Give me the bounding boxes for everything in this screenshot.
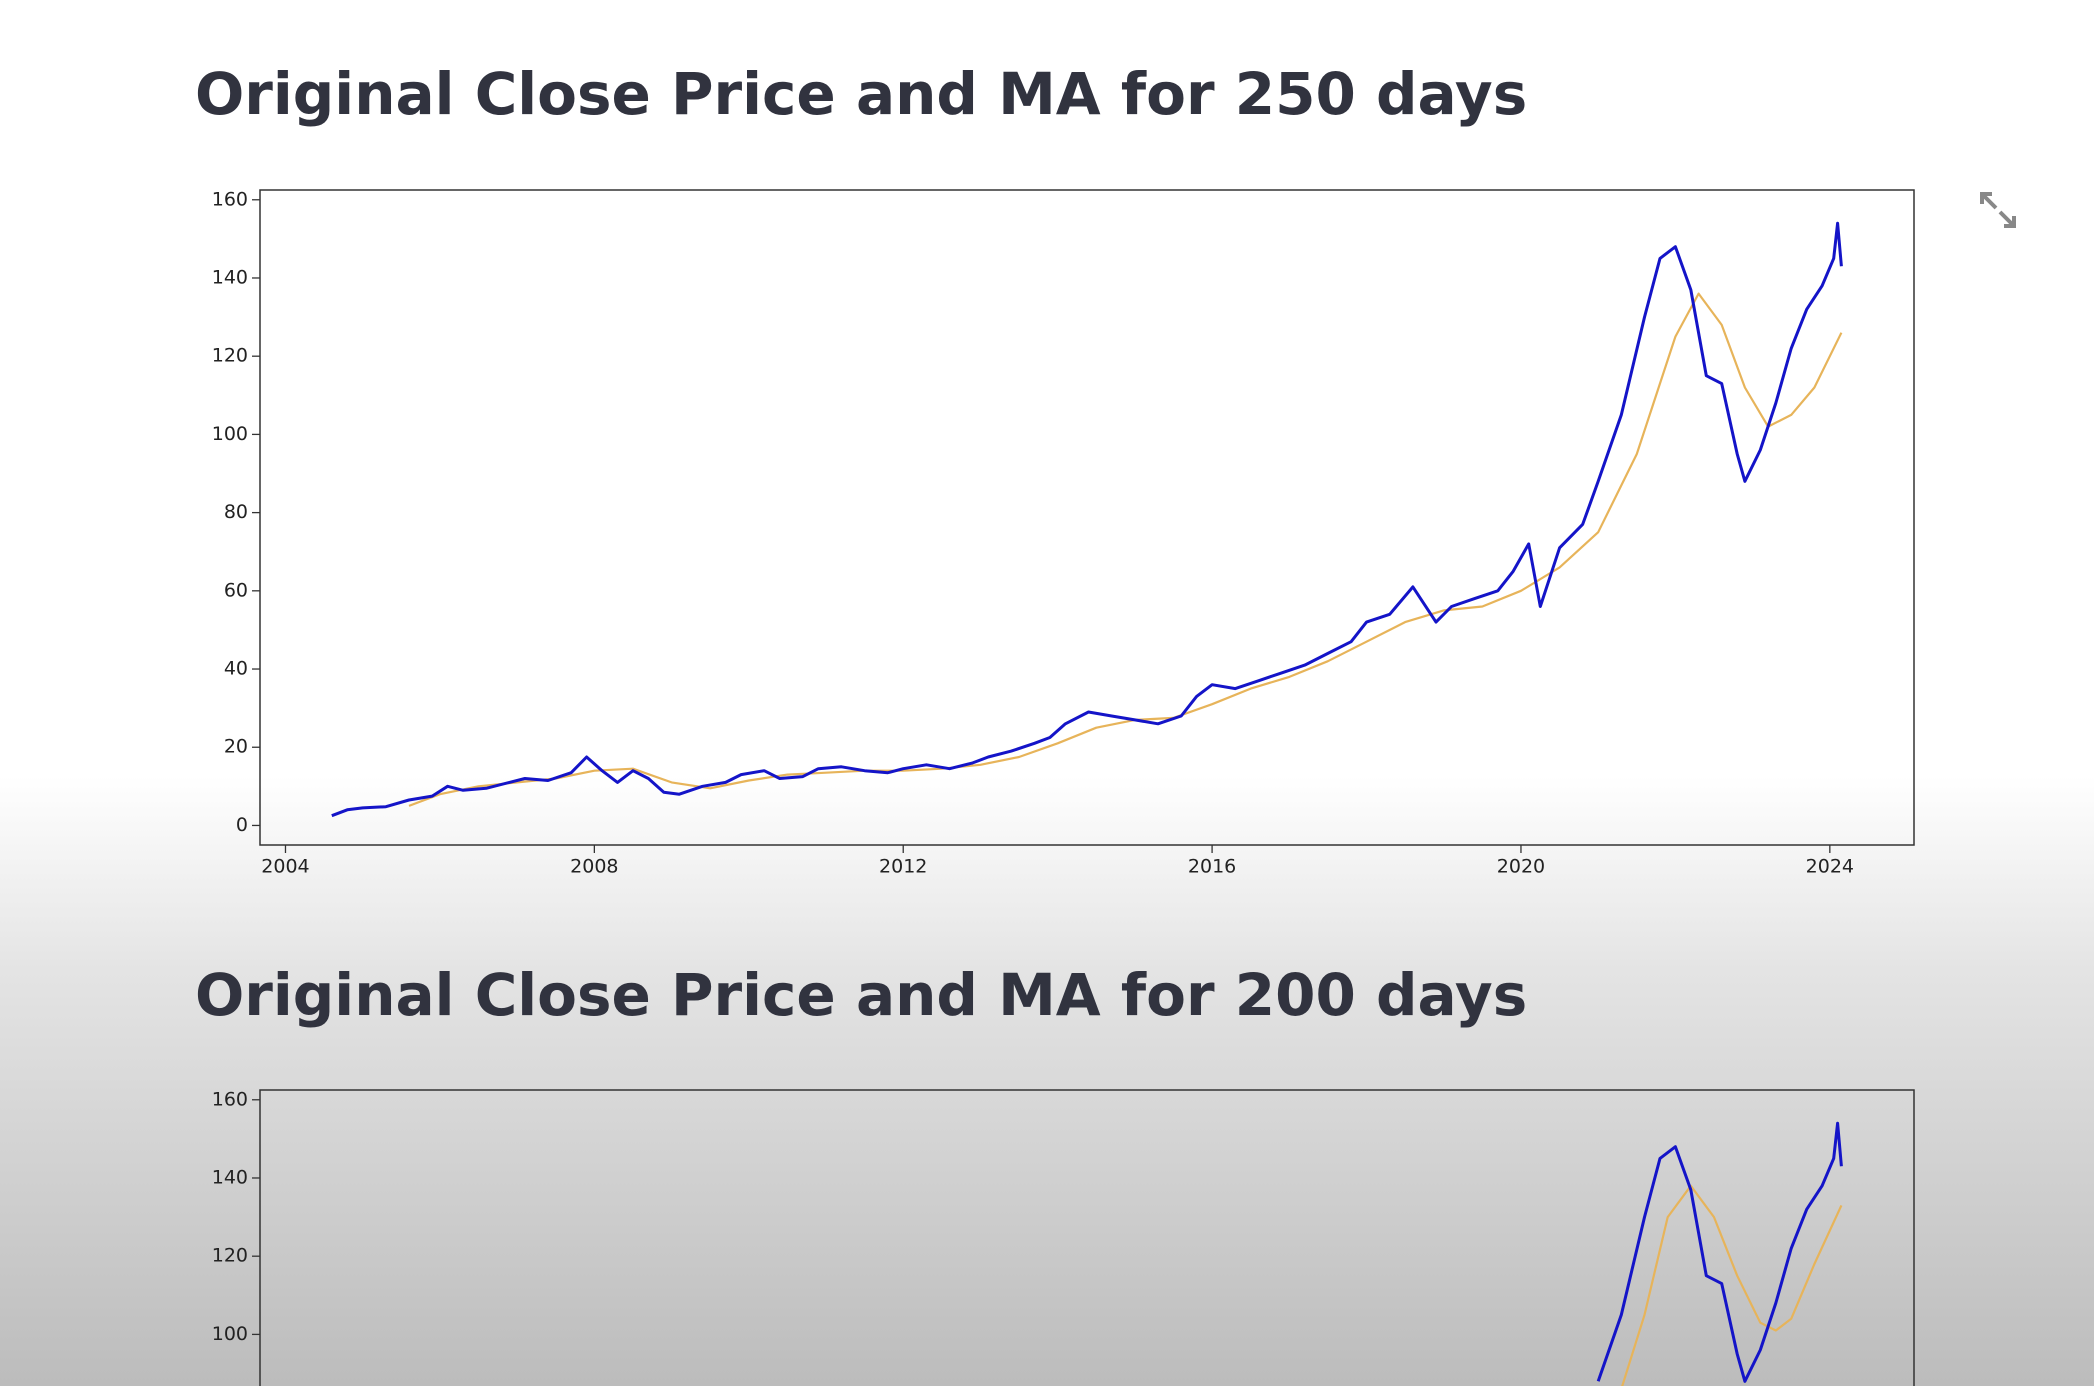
- y-tick-label: 0: [236, 814, 248, 836]
- y-tick-label: 100: [212, 423, 248, 445]
- price-line: [1621, 1184, 1843, 1386]
- plot-frame: [259, 1089, 1915, 1386]
- chart-title: Original Close Price and MA for 200 days: [195, 961, 1527, 1029]
- x-tick-label: 2004: [261, 856, 309, 878]
- x-tick-label: 2008: [570, 856, 618, 878]
- price-line: [331, 221, 1843, 818]
- y-tick-label: 80: [224, 501, 248, 523]
- y-tick-label: 140: [212, 266, 248, 288]
- plot-frame: [259, 189, 1915, 846]
- icon-stroke: [1998, 210, 2016, 228]
- x-tick-label: 2016: [1188, 856, 1236, 878]
- y-tick-label: 60: [224, 579, 248, 601]
- y-tick-label: 120: [212, 345, 248, 367]
- price-line: [1596, 1121, 1843, 1383]
- icon-stroke: [1980, 192, 1992, 204]
- expand-icon[interactable]: [1980, 192, 2016, 228]
- price-line: [408, 292, 1843, 807]
- y-tick-label: 40: [224, 658, 248, 680]
- y-tick-label: 20: [224, 736, 248, 758]
- icon-stroke: [1980, 192, 1998, 210]
- y-tick-label: 120: [212, 1245, 248, 1267]
- x-tick-label: 2012: [879, 856, 927, 878]
- y-tick-label: 160: [212, 1088, 248, 1110]
- y-tick-label: 100: [212, 1323, 248, 1345]
- x-tick-label: 2020: [1497, 856, 1545, 878]
- icon-stroke: [2004, 216, 2016, 228]
- y-tick-label: 140: [212, 1166, 248, 1188]
- chart-title: Original Close Price and MA for 250 days: [195, 60, 1527, 128]
- y-tick-label: 160: [212, 188, 248, 210]
- x-tick-label: 2024: [1806, 856, 1854, 878]
